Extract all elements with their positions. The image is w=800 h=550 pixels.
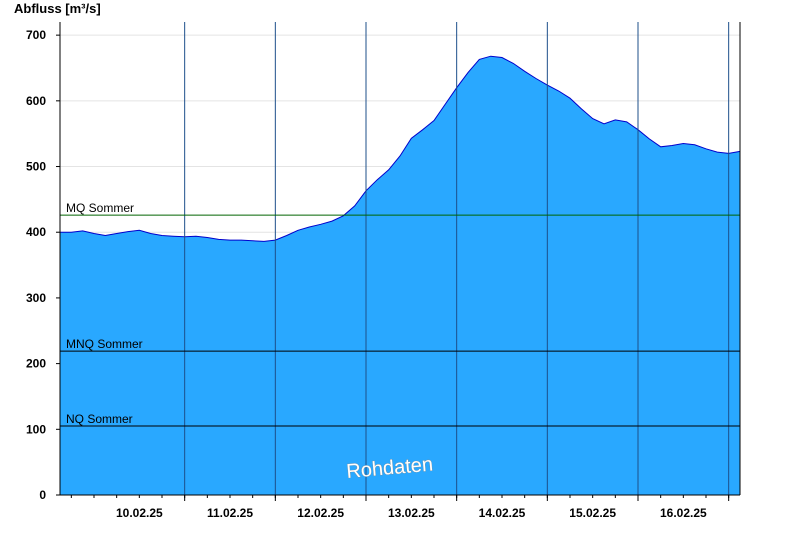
reference-label: NQ Sommer — [66, 412, 133, 426]
x-tick-label: 13.02.25 — [388, 506, 435, 520]
discharge-area — [60, 55, 741, 495]
discharge-area-fill — [60, 56, 740, 495]
y-tick-label: 200 — [26, 357, 46, 371]
x-tick-label: 10.02.25 — [116, 506, 163, 520]
y-tick-label: 0 — [39, 488, 46, 502]
y-tick-label: 400 — [26, 225, 46, 239]
reference-label: MNQ Sommer — [66, 337, 143, 351]
discharge-line — [60, 55, 741, 242]
axes: 0 100 200 300 400 500 600 700 10.02.25 11.02.25 12… — [26, 22, 741, 520]
reference-label: MQ Sommer — [66, 201, 134, 215]
y-tick-label: 100 — [26, 422, 46, 436]
x-tick-label: 12.02.25 — [297, 506, 344, 520]
y-tick-label: 600 — [26, 94, 46, 108]
x-tick-label: 11.02.25 — [207, 506, 253, 520]
reference-lines: MQ Sommer MNQ Sommer NQ Sommer — [60, 201, 740, 427]
y-tick-label: 500 — [26, 160, 46, 174]
x-tick-label: 14.02.25 — [479, 506, 526, 520]
y-tick-label: 300 — [26, 291, 46, 305]
y-axis-label: Abfluss [m³/s] — [14, 1, 101, 16]
x-tick-label: 15.02.25 — [569, 506, 616, 520]
x-tick-label: 16.02.25 — [660, 506, 707, 520]
day-gridlines — [184, 22, 730, 495]
y-tick-label: 700 — [26, 28, 46, 42]
